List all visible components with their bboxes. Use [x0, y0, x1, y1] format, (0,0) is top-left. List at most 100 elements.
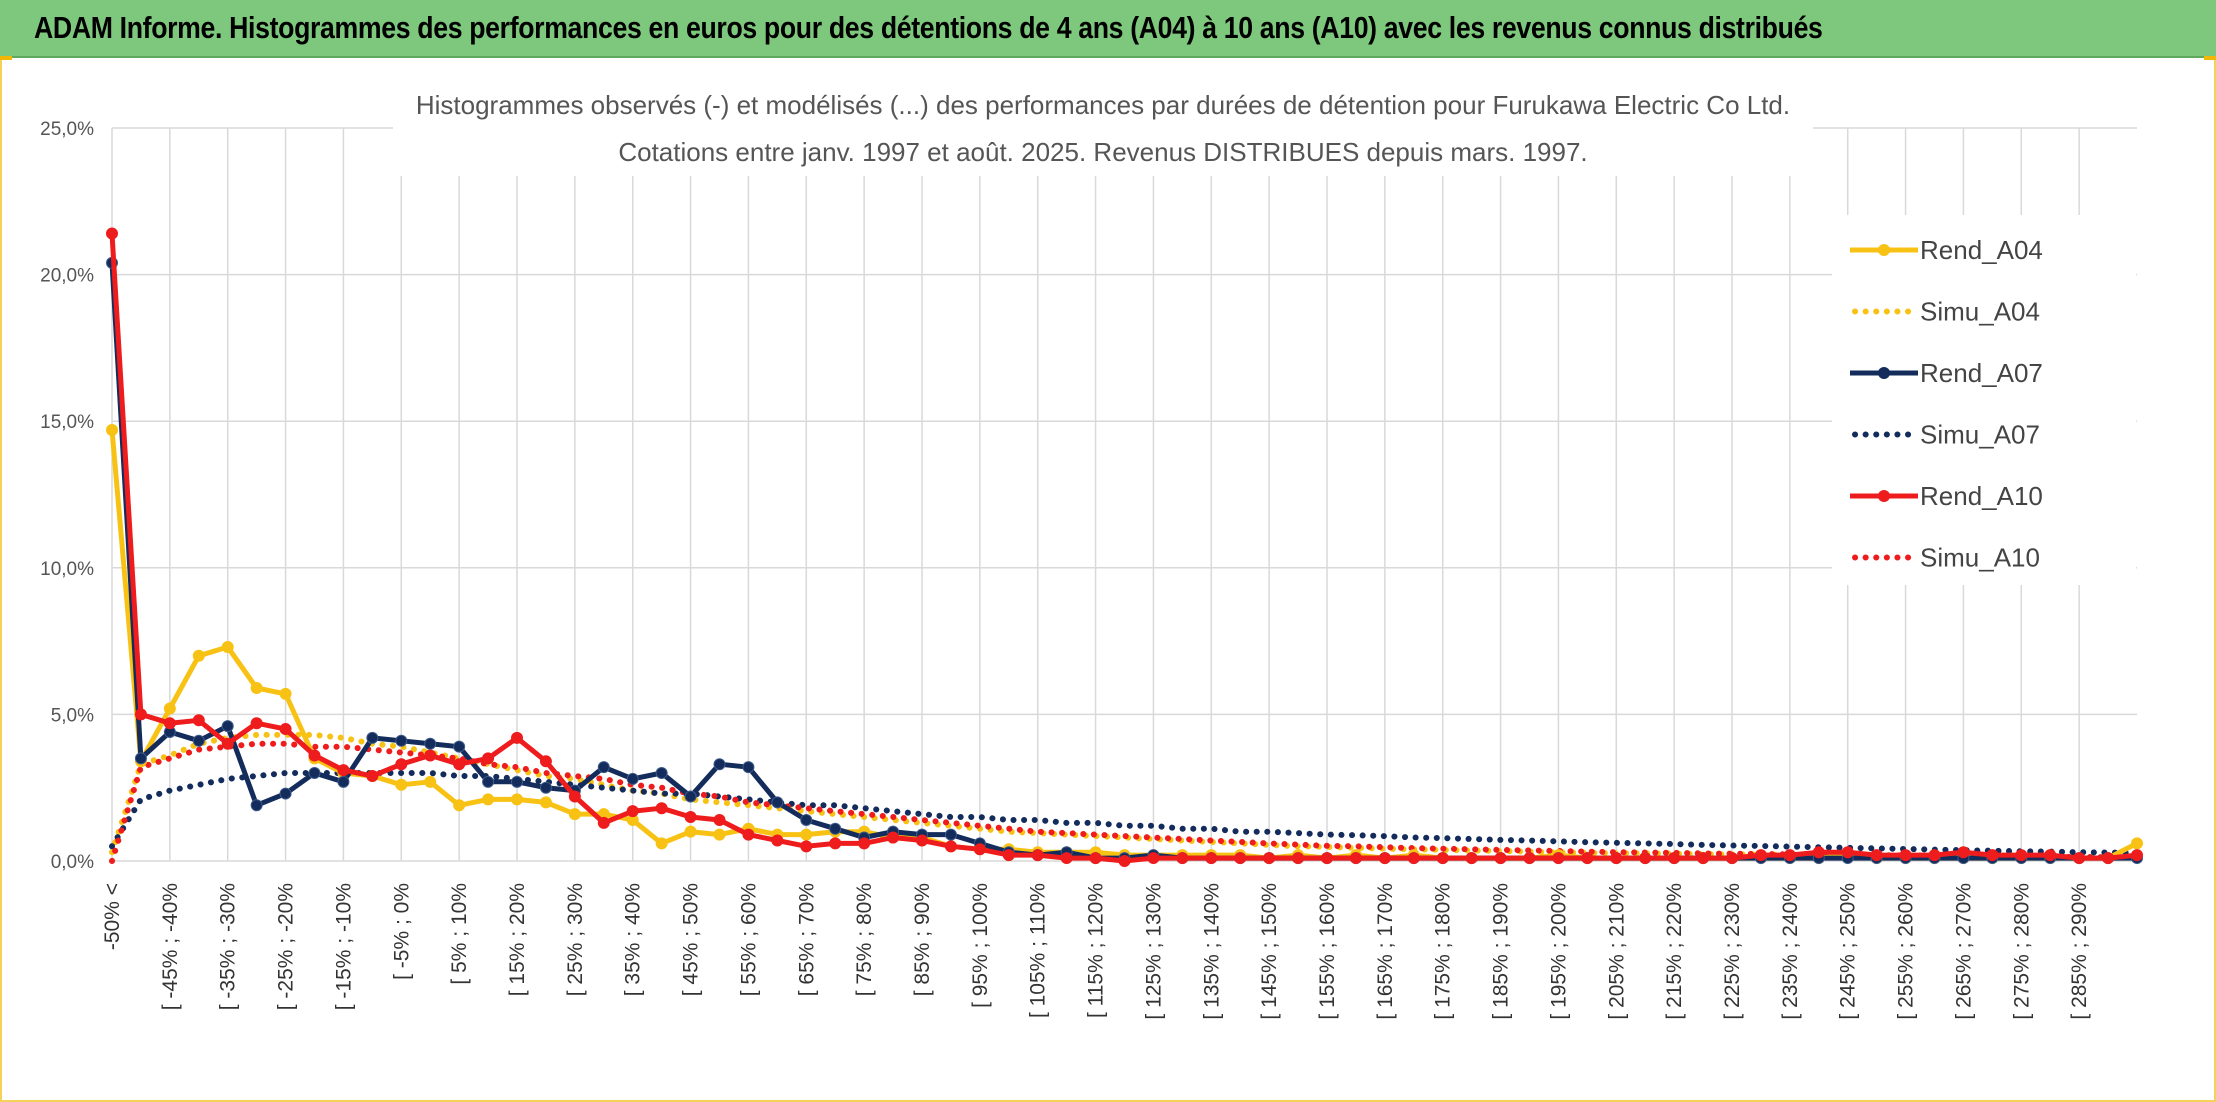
data-point-rend-a10	[192, 714, 205, 727]
data-point-rend-a10	[655, 802, 668, 815]
x-tick-label: [ -15% ; -10%	[332, 883, 355, 1010]
legend-label-rend-a04: Rend_A04	[1920, 235, 2043, 265]
data-point-rend-a10	[2073, 852, 2086, 865]
data-point-rend-a10	[1754, 849, 1767, 862]
x-tick-label: [ 95% ; 100%	[969, 883, 992, 1008]
data-point-rend-a10	[2102, 852, 2115, 865]
data-point-rend-a10	[1407, 852, 1420, 865]
data-point-rend-a10	[973, 843, 986, 856]
axis-layer: 0,0% 5,0% 10,0% 15,0% 20,0% 25,0% -50% < [ -45%…	[40, 119, 2091, 1020]
data-point-rend-a10	[1639, 852, 1652, 865]
y-tick-label: 20,0%	[40, 266, 94, 287]
corner-accent-left	[0, 56, 12, 60]
data-point-rend-a10	[1205, 852, 1218, 865]
x-tick-label: [ 205% ; 210%	[1605, 883, 1628, 1020]
data-point-rend-a10	[1349, 852, 1362, 865]
data-point-rend-a04	[192, 649, 205, 662]
data-point-rend-a10	[742, 828, 755, 841]
data-point-rend-a10	[511, 731, 523, 744]
data-point-rend-a10	[684, 811, 697, 824]
data-point-rend-a07	[308, 767, 321, 780]
x-tick-label: [ 135% ; 140%	[1200, 883, 1223, 1020]
data-point-rend-a07	[221, 720, 234, 733]
data-point-rend-a04	[163, 702, 176, 715]
data-point-rend-a04	[2131, 837, 2143, 850]
data-point-rend-a10	[568, 790, 581, 803]
x-tick-label: [ 235% ; 240%	[1779, 883, 1802, 1020]
data-point-rend-a10	[1957, 846, 1970, 859]
x-tick-label: [ -45% ; -40%	[159, 883, 182, 1010]
data-point-rend-a10	[539, 755, 552, 768]
data-point-rend-a10	[1668, 852, 1681, 865]
data-point-rend-a10	[1812, 846, 1825, 859]
data-point-rend-a04	[511, 793, 523, 806]
data-point-rend-a04	[250, 682, 263, 695]
x-tick-label: [ 255% ; 260%	[1895, 883, 1918, 1020]
series-layer	[106, 227, 2143, 867]
data-point-rend-a10	[944, 840, 957, 853]
data-point-rend-a07	[250, 799, 263, 812]
data-point-rend-a10	[1263, 852, 1276, 865]
data-point-rend-a10	[1986, 849, 1999, 862]
chart-title-line-2: Cotations entre janv. 1997 et août. 2025…	[618, 137, 1587, 167]
legend-label-rend-a07: Rend_A07	[1920, 358, 2043, 388]
x-tick-label: [ 15% ; 20%	[506, 883, 529, 996]
data-point-rend-a10	[1060, 852, 1073, 865]
data-point-rend-a07	[482, 775, 495, 788]
data-point-rend-a10	[424, 749, 437, 762]
data-point-rend-a10	[1726, 852, 1738, 865]
data-point-rend-a07	[713, 758, 726, 771]
data-point-rend-a10	[106, 227, 118, 240]
data-point-rend-a07	[944, 828, 957, 841]
data-point-rend-a07	[655, 767, 668, 780]
x-tick-label: [ -5% ; 0%	[390, 883, 413, 980]
data-point-rend-a10	[1234, 852, 1247, 865]
x-tick-label: [ 55% ; 60%	[737, 883, 760, 996]
data-point-rend-a10	[337, 764, 350, 777]
x-tick-label: [ 265% ; 270%	[1952, 883, 1975, 1020]
y-tick-label: 5,0%	[51, 705, 94, 726]
x-tick-label: [ 105% ; 110%	[1027, 883, 1050, 1018]
report-banner: ADAM Informe. Histogrammes des performan…	[0, 0, 2216, 58]
x-tick-label: [ 165% ; 170%	[1374, 883, 1397, 1020]
data-point-rend-a10	[1321, 852, 1333, 865]
data-point-rend-a10	[771, 834, 784, 847]
data-point-rend-a07	[424, 737, 437, 750]
data-point-rend-a10	[1581, 852, 1594, 865]
data-point-rend-a10	[1552, 852, 1565, 865]
data-point-rend-a10	[1147, 852, 1160, 865]
data-point-rend-a10	[1002, 849, 1015, 862]
x-tick-label: [ 275% ; 280%	[2010, 883, 2033, 1020]
x-tick-label: [ 75% ; 80%	[853, 883, 876, 996]
data-point-rend-a10	[308, 749, 321, 762]
data-point-rend-a07	[742, 761, 755, 774]
x-tick-label: [ 195% ; 200%	[1547, 883, 1570, 1020]
x-tick-label: [ 115% ; 120%	[1085, 883, 1108, 1018]
data-point-rend-a10	[1841, 846, 1854, 859]
x-tick-label: [ 45% ; 50%	[680, 883, 703, 996]
data-point-rend-a10	[482, 752, 495, 765]
y-tick-label: 25,0%	[40, 119, 94, 140]
data-point-rend-a07	[453, 740, 466, 753]
data-point-rend-a10	[163, 717, 176, 730]
data-point-rend-a10	[1176, 852, 1189, 865]
series-line-simu-a07	[109, 770, 2140, 856]
data-point-rend-a07	[800, 813, 813, 826]
x-tick-label: [ 155% ; 160%	[1316, 883, 1339, 1020]
data-point-rend-a10	[800, 840, 813, 853]
data-point-rend-a10	[1899, 849, 1912, 862]
data-point-rend-a10	[1928, 849, 1941, 862]
data-point-rend-a04	[279, 687, 292, 700]
data-point-rend-a04	[395, 778, 408, 791]
legend-box	[1832, 215, 2136, 585]
x-tick-label: [ 35% ; 40%	[622, 883, 645, 996]
x-tick-label: [ 125% ; 130%	[1142, 883, 1165, 1020]
x-tick-label: [ 225% ; 230%	[1721, 883, 1744, 1020]
data-point-rend-a10	[1610, 852, 1623, 865]
x-tick-label: [ 245% ; 250%	[1837, 883, 1860, 1020]
report-title: ADAM Informe. Histogrammes des performan…	[34, 10, 1823, 45]
series-line-simu-a04	[109, 731, 2140, 861]
data-point-rend-a10	[1118, 855, 1131, 867]
data-point-rend-a10	[713, 813, 726, 826]
